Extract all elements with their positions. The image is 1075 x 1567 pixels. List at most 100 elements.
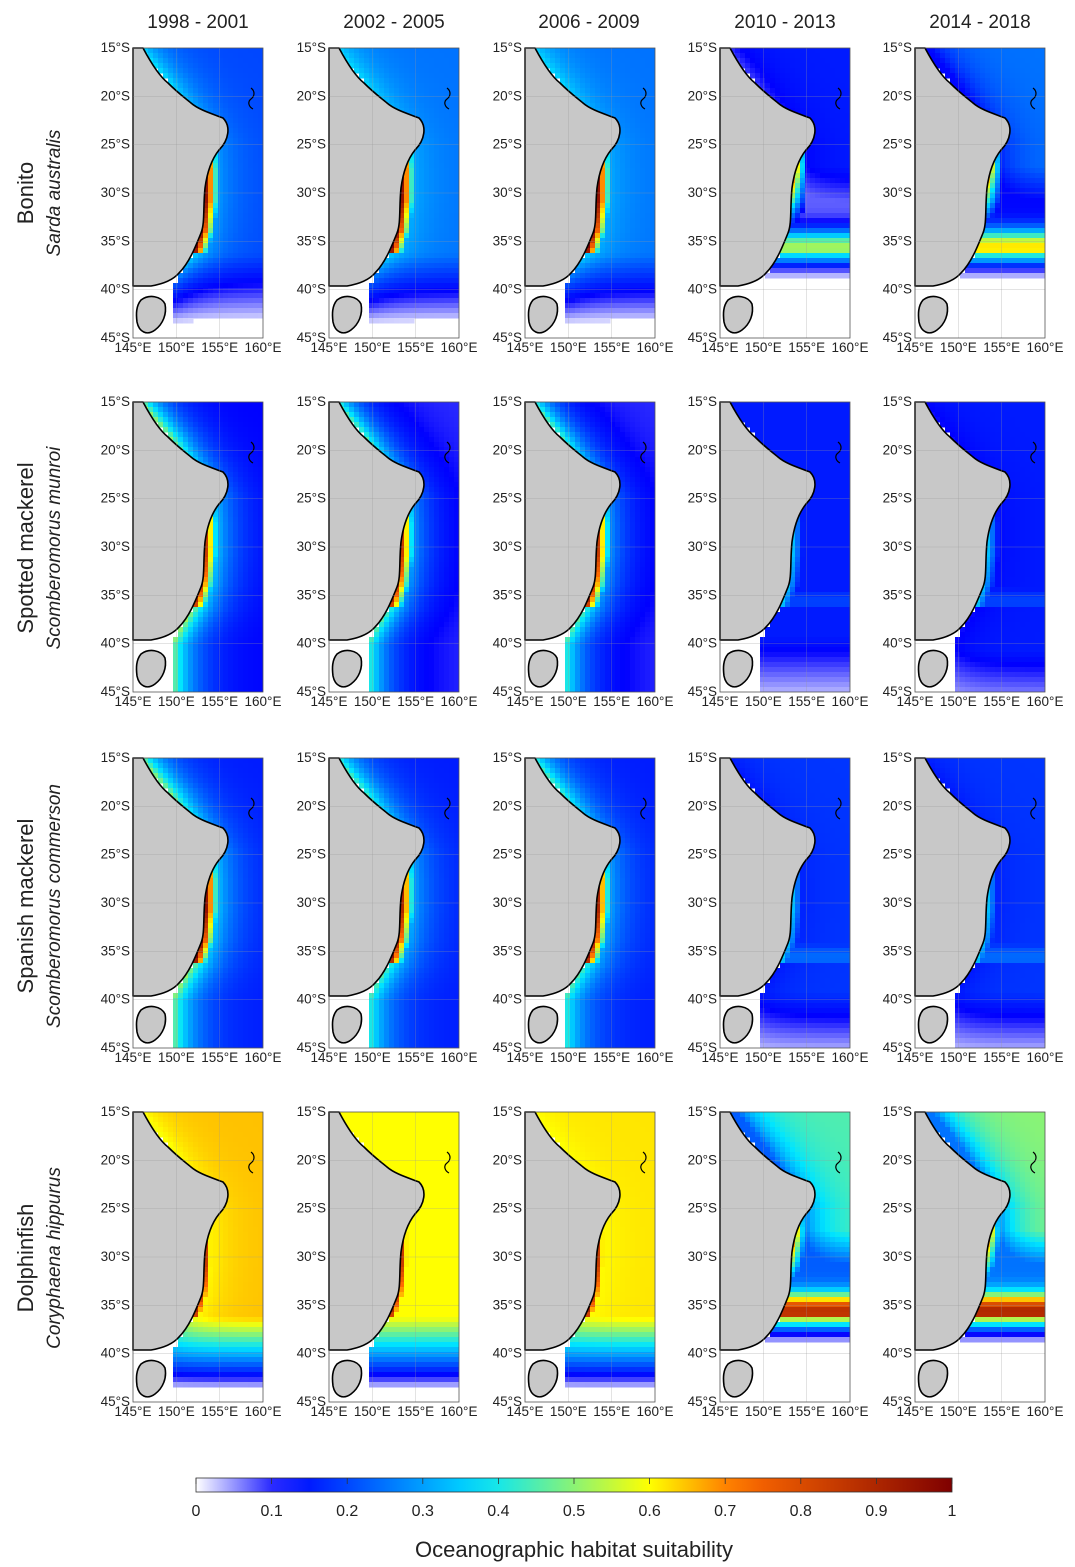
lat-tick-label: 45°S xyxy=(101,1040,130,1055)
lat-tick-label: 35°S xyxy=(688,233,717,248)
lon-tick-label: 160°E xyxy=(245,340,282,355)
lat-tick-label: 20°S xyxy=(688,442,717,457)
colorbar-title: Oceanographic habitat suitability xyxy=(415,1537,733,1562)
tasmania-land xyxy=(917,649,949,688)
lon-tick-label: 150°E xyxy=(158,694,195,709)
lat-tick-label: 20°S xyxy=(493,88,522,103)
lat-tick-label: 20°S xyxy=(883,798,912,813)
colorbar-tick-label: 1 xyxy=(948,1503,957,1520)
lon-tick-label: 155°E xyxy=(983,340,1020,355)
lat-tick-label: 20°S xyxy=(101,798,130,813)
lat-tick-label: 25°S xyxy=(883,847,912,862)
lon-tick-label: 155°E xyxy=(983,694,1020,709)
lat-tick-label: 25°S xyxy=(297,491,326,506)
lat-tick-label: 40°S xyxy=(101,1346,130,1361)
lon-tick-label: 145°E xyxy=(702,1050,739,1065)
row-scientific-name: Sarda australis xyxy=(44,129,65,256)
lat-tick-label: 45°S xyxy=(883,684,912,699)
australia-land xyxy=(719,47,816,287)
lat-tick-label: 15°S xyxy=(883,40,912,55)
row-scientific-name: Scomberomorus munroi xyxy=(44,446,65,650)
tasmania-land xyxy=(722,1359,754,1398)
lat-tick-label: 40°S xyxy=(493,1346,522,1361)
reef-outline xyxy=(444,441,451,464)
lat-tick-label: 40°S xyxy=(101,282,130,297)
lon-tick-label: 155°E xyxy=(201,694,238,709)
lon-tick-label: 150°E xyxy=(354,1050,391,1065)
lat-tick-label: 20°S xyxy=(688,1152,717,1167)
australia-land xyxy=(524,401,621,641)
tasmania-land xyxy=(527,1359,559,1398)
lat-tick-label: 30°S xyxy=(101,185,130,200)
australia-land xyxy=(328,47,425,287)
reef-outline xyxy=(835,1151,842,1174)
colorbar-tick-label: 0.9 xyxy=(865,1503,887,1520)
lat-tick-label: 40°S xyxy=(883,282,912,297)
lat-tick-label: 20°S xyxy=(883,88,912,103)
lat-tick-label: 30°S xyxy=(101,1249,130,1264)
lat-tick-label: 30°S xyxy=(101,895,130,910)
lon-tick-label: 145°E xyxy=(311,1050,348,1065)
lat-tick-label: 35°S xyxy=(688,1297,717,1312)
reef-outline xyxy=(444,797,451,820)
lat-tick-label: 20°S xyxy=(297,798,326,813)
australia-land xyxy=(132,1111,229,1351)
lat-tick-label: 35°S xyxy=(493,943,522,958)
lat-tick-label: 40°S xyxy=(883,992,912,1007)
lat-tick-label: 35°S xyxy=(493,587,522,602)
lon-tick-label: 160°E xyxy=(1027,340,1064,355)
lat-tick-label: 45°S xyxy=(493,330,522,345)
lat-tick-label: 40°S xyxy=(297,282,326,297)
lat-tick-label: 45°S xyxy=(688,330,717,345)
lat-tick-label: 15°S xyxy=(297,394,326,409)
lon-tick-label: 155°E xyxy=(397,1404,434,1419)
lon-tick-label: 155°E xyxy=(983,1050,1020,1065)
lat-tick-label: 40°S xyxy=(101,636,130,651)
lon-tick-label: 155°E xyxy=(201,1404,238,1419)
lat-tick-label: 25°S xyxy=(101,847,130,862)
lat-tick-label: 45°S xyxy=(883,1394,912,1409)
australia-land xyxy=(524,757,621,997)
lat-tick-label: 15°S xyxy=(883,750,912,765)
lat-tick-label: 45°S xyxy=(493,684,522,699)
lat-tick-label: 45°S xyxy=(297,684,326,699)
lat-tick-label: 35°S xyxy=(297,233,326,248)
tasmania-land xyxy=(917,1005,949,1044)
row-common-name: Spanish mackerel xyxy=(13,819,38,994)
lat-tick-label: 15°S xyxy=(493,750,522,765)
colorbar-tick-label: 0.8 xyxy=(790,1503,812,1520)
lat-tick-label: 30°S xyxy=(493,185,522,200)
lon-tick-label: 145°E xyxy=(115,694,152,709)
reef-outline xyxy=(640,441,647,464)
reef-outline xyxy=(1030,87,1037,110)
lat-tick-label: 25°S xyxy=(883,491,912,506)
reef-outline xyxy=(835,441,842,464)
lon-tick-label: 145°E xyxy=(507,694,544,709)
lon-tick-label: 150°E xyxy=(940,1050,977,1065)
australia-land xyxy=(914,1111,1011,1351)
lat-tick-label: 20°S xyxy=(297,442,326,457)
lat-tick-label: 45°S xyxy=(688,1040,717,1055)
lat-tick-label: 30°S xyxy=(297,895,326,910)
reef-outline xyxy=(248,797,255,820)
lat-tick-label: 15°S xyxy=(688,40,717,55)
australia-land xyxy=(719,401,816,641)
reef-outline xyxy=(248,441,255,464)
tasmania-land xyxy=(135,1359,167,1398)
lat-tick-label: 40°S xyxy=(493,636,522,651)
lat-tick-label: 45°S xyxy=(883,1040,912,1055)
lon-tick-label: 145°E xyxy=(115,1050,152,1065)
lon-tick-label: 160°E xyxy=(637,1404,674,1419)
row-labels: Bonito Sarda australis Spotted mackerel … xyxy=(13,129,65,1349)
lat-tick-label: 30°S xyxy=(493,1249,522,1264)
tasmania-land xyxy=(917,295,949,334)
lat-tick-label: 40°S xyxy=(493,282,522,297)
